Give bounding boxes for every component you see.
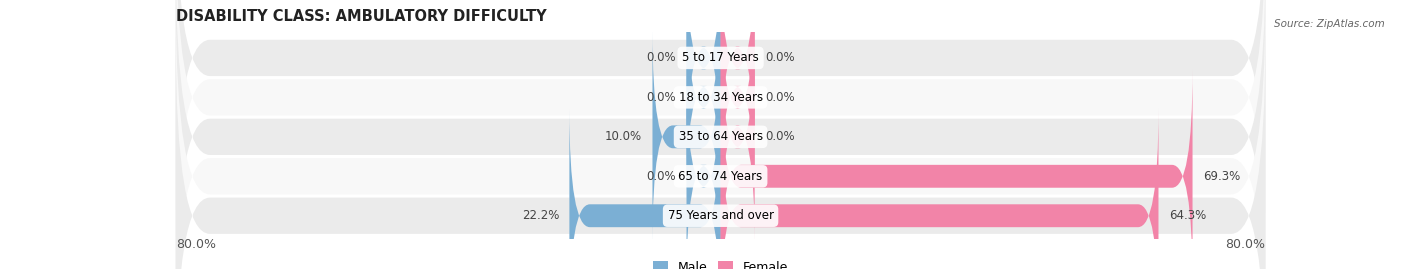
Text: 0.0%: 0.0% (647, 51, 676, 64)
FancyBboxPatch shape (721, 69, 1192, 269)
Text: 10.0%: 10.0% (605, 130, 643, 143)
Text: 64.3%: 64.3% (1168, 209, 1206, 222)
FancyBboxPatch shape (721, 0, 755, 204)
Text: 69.3%: 69.3% (1202, 170, 1240, 183)
Text: 22.2%: 22.2% (522, 209, 560, 222)
FancyBboxPatch shape (176, 0, 1265, 269)
FancyBboxPatch shape (176, 37, 1265, 269)
Text: 80.0%: 80.0% (1226, 238, 1265, 251)
FancyBboxPatch shape (721, 0, 755, 165)
Text: 0.0%: 0.0% (765, 91, 794, 104)
Text: Source: ZipAtlas.com: Source: ZipAtlas.com (1274, 19, 1385, 29)
Text: 75 Years and over: 75 Years and over (668, 209, 773, 222)
FancyBboxPatch shape (686, 69, 721, 269)
FancyBboxPatch shape (721, 30, 755, 244)
FancyBboxPatch shape (569, 109, 721, 269)
FancyBboxPatch shape (686, 0, 721, 165)
FancyBboxPatch shape (686, 0, 721, 204)
Text: 65 to 74 Years: 65 to 74 Years (679, 170, 762, 183)
Text: DISABILITY CLASS: AMBULATORY DIFFICULTY: DISABILITY CLASS: AMBULATORY DIFFICULTY (176, 9, 547, 24)
Text: 0.0%: 0.0% (647, 170, 676, 183)
Legend: Male, Female: Male, Female (648, 256, 793, 269)
Text: 5 to 17 Years: 5 to 17 Years (682, 51, 759, 64)
Text: 18 to 34 Years: 18 to 34 Years (679, 91, 762, 104)
FancyBboxPatch shape (176, 0, 1265, 237)
FancyBboxPatch shape (721, 109, 1159, 269)
FancyBboxPatch shape (176, 0, 1265, 269)
Text: 0.0%: 0.0% (765, 130, 794, 143)
Text: 0.0%: 0.0% (765, 51, 794, 64)
FancyBboxPatch shape (652, 30, 721, 244)
FancyBboxPatch shape (176, 0, 1265, 269)
Text: 35 to 64 Years: 35 to 64 Years (679, 130, 762, 143)
Text: 0.0%: 0.0% (647, 91, 676, 104)
Text: 80.0%: 80.0% (176, 238, 215, 251)
